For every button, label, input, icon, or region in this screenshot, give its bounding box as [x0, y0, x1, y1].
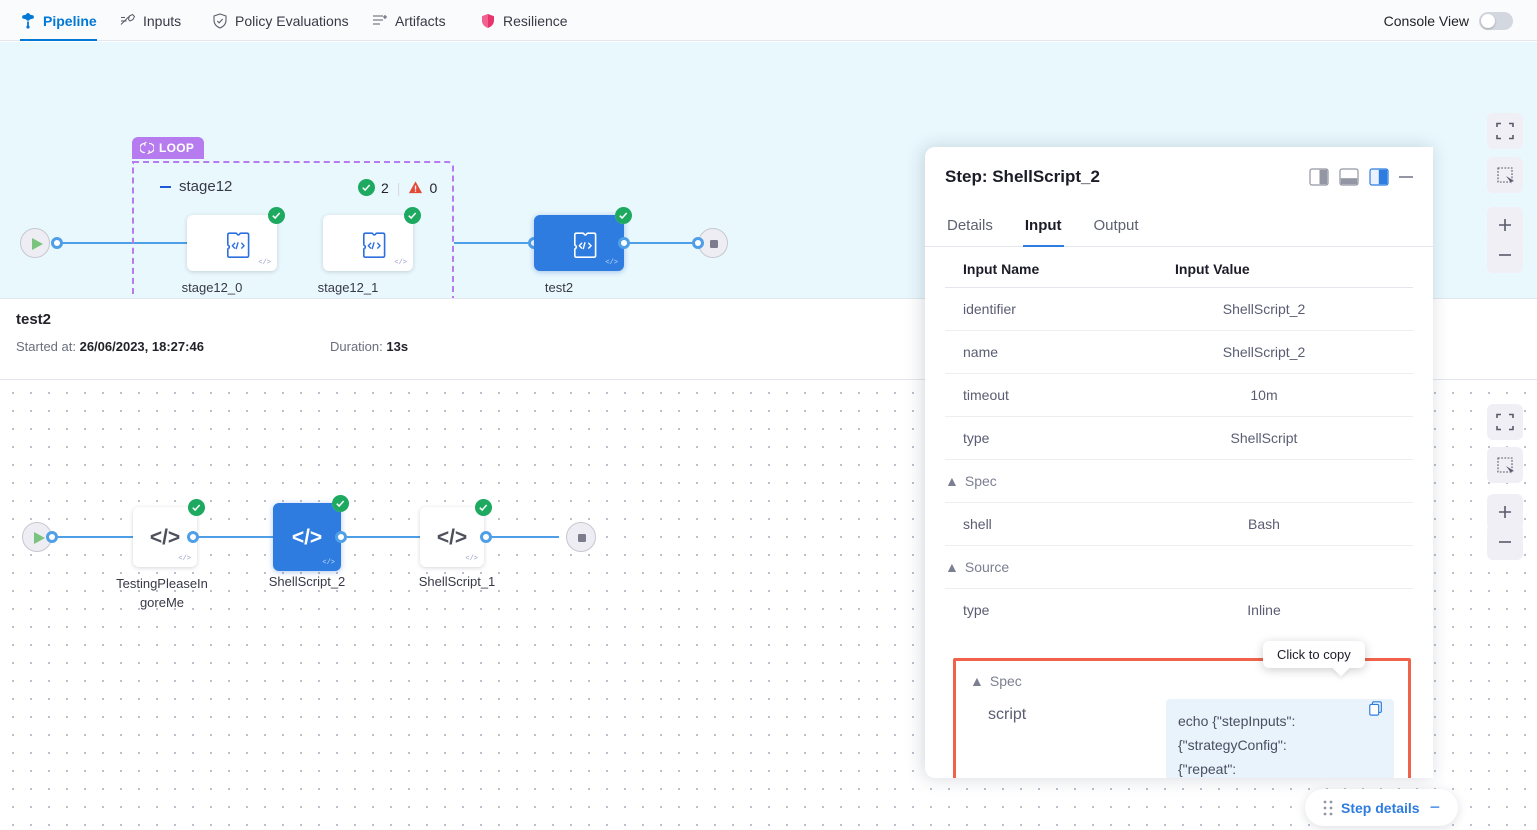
svg-text:</>: </> — [292, 526, 322, 549]
svg-text:</>: </> — [437, 526, 467, 549]
svg-text:</>: </> — [150, 526, 180, 549]
